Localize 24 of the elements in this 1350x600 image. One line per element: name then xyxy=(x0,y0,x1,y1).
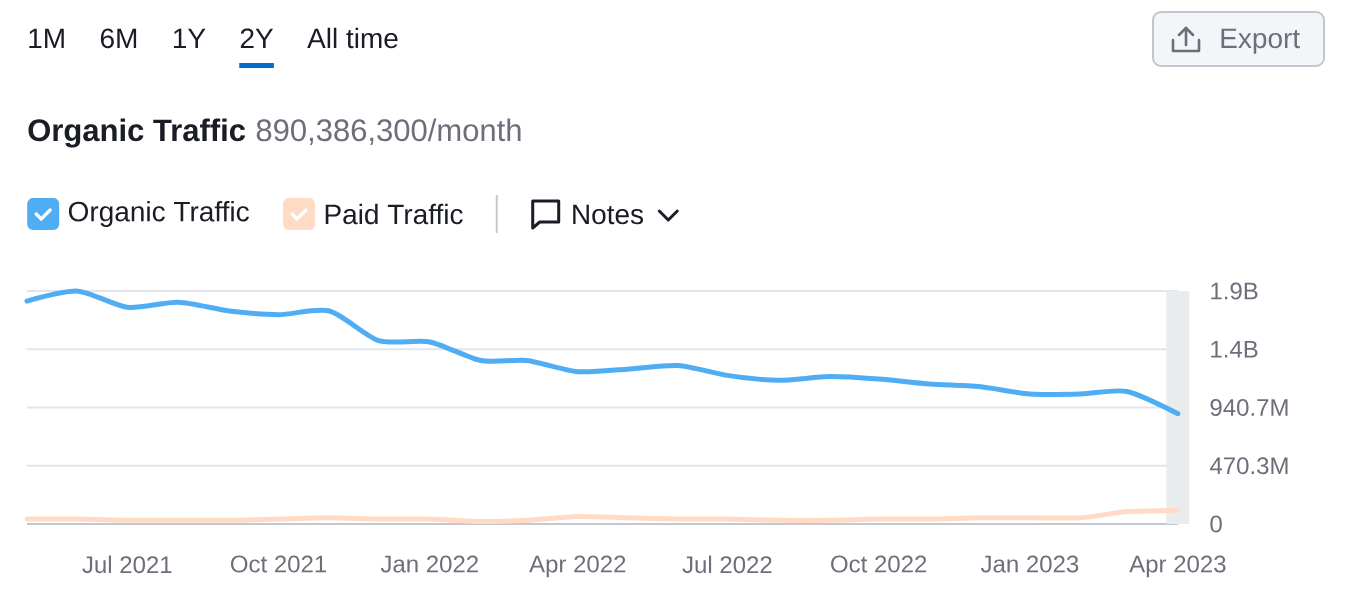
x-tick-label: Jul 2022 xyxy=(682,555,772,574)
y-tick-label: 940.7M xyxy=(1210,399,1288,416)
text: 1M xyxy=(29,28,64,48)
text: 2Y xyxy=(240,28,274,48)
x-tick-label: Jul 2021 xyxy=(82,555,172,574)
text: All time xyxy=(307,27,398,49)
x-tick-label: Oct 2022 xyxy=(831,555,927,573)
x-tick-label: Apr 2022 xyxy=(529,555,626,578)
text: 6M xyxy=(100,28,137,49)
x-tick-label: Jan 2023 xyxy=(980,555,1079,573)
y-tick-label: 1.9B xyxy=(1211,282,1258,300)
x-tick-label: Apr 2023 xyxy=(1129,555,1226,578)
chart-title: Organic Traffic xyxy=(28,118,246,148)
legend-label: Paid Traffic xyxy=(325,203,463,225)
chart-subtitle: 890,386,300/month xyxy=(256,118,521,145)
x-tick-label: Oct 2021 xyxy=(230,555,327,573)
y-tick-label: 0 xyxy=(1210,515,1222,533)
y-tick-label: 1.4B xyxy=(1211,340,1258,358)
legend-label: Organic Traffic xyxy=(68,200,249,228)
text: 1Y xyxy=(173,28,206,48)
y-tick-label: 470.3M xyxy=(1209,457,1288,475)
text: Notes xyxy=(573,204,644,225)
text: Export xyxy=(1221,28,1300,54)
x-tick-label: Jan 2022 xyxy=(380,555,478,573)
